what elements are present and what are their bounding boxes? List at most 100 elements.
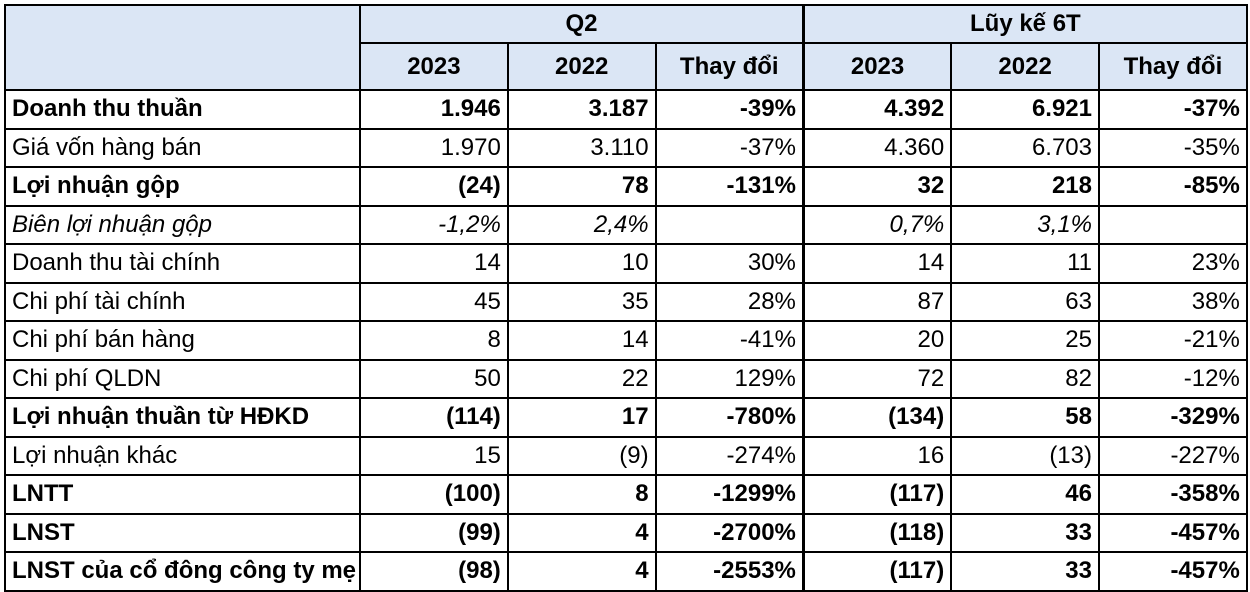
row-value-cell: 17 xyxy=(506,397,657,438)
header-group-q2: Q2 xyxy=(358,4,805,44)
row-value-cell: 8 xyxy=(359,320,509,361)
header-group-6t: Lũy kế 6T xyxy=(802,4,1248,44)
row-value-cell: 218 xyxy=(950,166,1100,207)
row-value-cell: -21% xyxy=(1098,320,1248,361)
row-value-cell: 87 xyxy=(802,281,953,322)
row-value-cell: (134) xyxy=(802,397,953,438)
row-value-cell: 16 xyxy=(802,435,953,476)
table-row: Chi phí bán hàng 8 14 -41% 20 25 -21% xyxy=(4,320,1248,361)
row-value-cell: (99) xyxy=(359,512,509,553)
row-value-cell: -358% xyxy=(1098,474,1248,515)
row-value-cell: 82 xyxy=(950,358,1100,399)
row-label: Giá vốn hàng bán xyxy=(4,127,361,168)
row-value-cell: 33 xyxy=(950,551,1100,592)
row-value-cell: -329% xyxy=(1098,397,1248,438)
row-value-cell: -457% xyxy=(1098,512,1248,553)
row-value-cell: 33 xyxy=(950,512,1100,553)
row-value-cell: 63 xyxy=(950,281,1100,322)
row-value-cell: 22 xyxy=(506,358,657,399)
row-value-cell: -35% xyxy=(1098,127,1248,168)
row-value-cell: (114) xyxy=(359,397,509,438)
header-col-q2-2022: 2022 xyxy=(506,42,657,91)
row-value-cell: 129% xyxy=(654,358,805,399)
row-value-cell: -131% xyxy=(654,166,805,207)
row-value-cell: 72 xyxy=(802,358,953,399)
row-value-cell: -1299% xyxy=(654,474,805,515)
row-label: LNST của cổ đông công ty mẹ xyxy=(4,551,361,592)
table-row: Chi phí tài chính 45 35 28% 87 63 38% xyxy=(4,281,1248,322)
row-value-cell: -39% xyxy=(654,89,805,130)
header-corner-cell xyxy=(4,4,361,91)
row-value-cell: 38% xyxy=(1098,281,1248,322)
row-value-cell: 6.703 xyxy=(950,127,1100,168)
row-label: Lợi nhuận thuần từ HĐKD xyxy=(4,397,361,438)
row-value-cell: -1,2% xyxy=(359,204,509,245)
row-label: Lợi nhuận khác xyxy=(4,435,361,476)
table-row: LNTT (100) 8 -1299% (117) 46 -358% xyxy=(4,474,1248,515)
table-row: Doanh thu thuần 1.946 3.187 -39% 4.392 6.921-… xyxy=(4,89,1248,130)
row-value-cell: 0,7% xyxy=(802,204,953,245)
row-value-cell: -2553% xyxy=(654,551,805,592)
row-value-cell: 2,4% xyxy=(506,204,657,245)
table-row: Giá vốn hàng bán 1.970 3.110 -37% 4.360 6.703… xyxy=(4,127,1248,168)
header-col-q2-change: Thay đổi xyxy=(654,42,805,91)
row-label: Doanh thu tài chính xyxy=(4,243,361,284)
table-body: Doanh thu thuần 1.946 3.187 -39% 4.392 6.921-… xyxy=(4,89,1248,592)
row-value-cell: -41% xyxy=(654,320,805,361)
row-value-cell: -37% xyxy=(1098,89,1248,130)
row-value-cell xyxy=(654,204,805,245)
row-label: Chi phí bán hàng xyxy=(4,320,361,361)
row-value-cell: -85% xyxy=(1098,166,1248,207)
table-row: LNST của cổ đông công ty mẹ (98) 4 -2553% (1… xyxy=(4,551,1248,592)
row-value-cell: 1.970 xyxy=(359,127,509,168)
row-value-cell: 3.110 xyxy=(506,127,657,168)
row-value-cell: 78 xyxy=(506,166,657,207)
row-value-cell: 32 xyxy=(802,166,953,207)
table-row: Biên lợi nhuận gộp -1,2% 2,4% 0,7% 3,1% xyxy=(4,204,1248,245)
row-value-cell: 14 xyxy=(506,320,657,361)
row-value-cell: 15 xyxy=(359,435,509,476)
table-row: Lợi nhuận khác 15 (9) -274% 16 (13) -227% xyxy=(4,435,1248,476)
row-value-cell: 23% xyxy=(1098,243,1248,284)
row-value-cell: 30% xyxy=(654,243,805,284)
row-value-cell: 3,1% xyxy=(950,204,1100,245)
financial-results-table: Q2 Lũy kế 6T 2023 2022 Thay đổi 2023 202… xyxy=(4,4,1248,592)
row-value-cell: (98) xyxy=(359,551,509,592)
row-value-cell: -780% xyxy=(654,397,805,438)
row-value-cell: 46 xyxy=(950,474,1100,515)
header-col-6t-change: Thay đổi xyxy=(1098,42,1248,91)
row-value-cell: 25 xyxy=(950,320,1100,361)
row-value-cell: -2700% xyxy=(654,512,805,553)
table-row: Lợi nhuận thuần từ HĐKD (114) 17 -780% (134)… xyxy=(4,397,1248,438)
row-value-cell: 20 xyxy=(802,320,953,361)
row-value-cell: 58 xyxy=(950,397,1100,438)
table-header: Q2 Lũy kế 6T 2023 2022 Thay đổi 2023 202… xyxy=(4,4,1248,91)
header-col-6t-2022: 2022 xyxy=(950,42,1100,91)
row-value-cell: 45 xyxy=(359,281,509,322)
row-value-cell: (24) xyxy=(359,166,509,207)
row-label: Chi phí QLDN xyxy=(4,358,361,399)
header-col-6t-2023: 2023 xyxy=(802,42,953,91)
row-value-cell: 10 xyxy=(506,243,657,284)
table-row: Chi phí QLDN 50 22 129% 72 82 -12% xyxy=(4,358,1248,399)
row-label: LNTT xyxy=(4,474,361,515)
row-label: Doanh thu thuần xyxy=(4,89,361,130)
row-value-cell: (13) xyxy=(950,435,1100,476)
header-col-q2-2023: 2023 xyxy=(359,42,509,91)
row-label: Biên lợi nhuận gộp xyxy=(4,204,361,245)
row-value-cell: 4 xyxy=(506,551,657,592)
row-label: LNST xyxy=(4,512,361,553)
header-group-row: Q2 Lũy kế 6T xyxy=(4,4,1248,91)
row-value-cell: -12% xyxy=(1098,358,1248,399)
row-label: Lợi nhuận gộp xyxy=(4,166,361,207)
row-value-cell: 14 xyxy=(359,243,509,284)
row-label: Chi phí tài chính xyxy=(4,281,361,322)
row-value-cell: -274% xyxy=(654,435,805,476)
row-value-cell: -227% xyxy=(1098,435,1248,476)
row-value-cell: (118) xyxy=(802,512,953,553)
row-value-cell: 1.946 xyxy=(359,89,509,130)
row-value-cell: -37% xyxy=(654,127,805,168)
row-value-cell: -457% xyxy=(1098,551,1248,592)
row-value-cell xyxy=(1098,204,1248,245)
